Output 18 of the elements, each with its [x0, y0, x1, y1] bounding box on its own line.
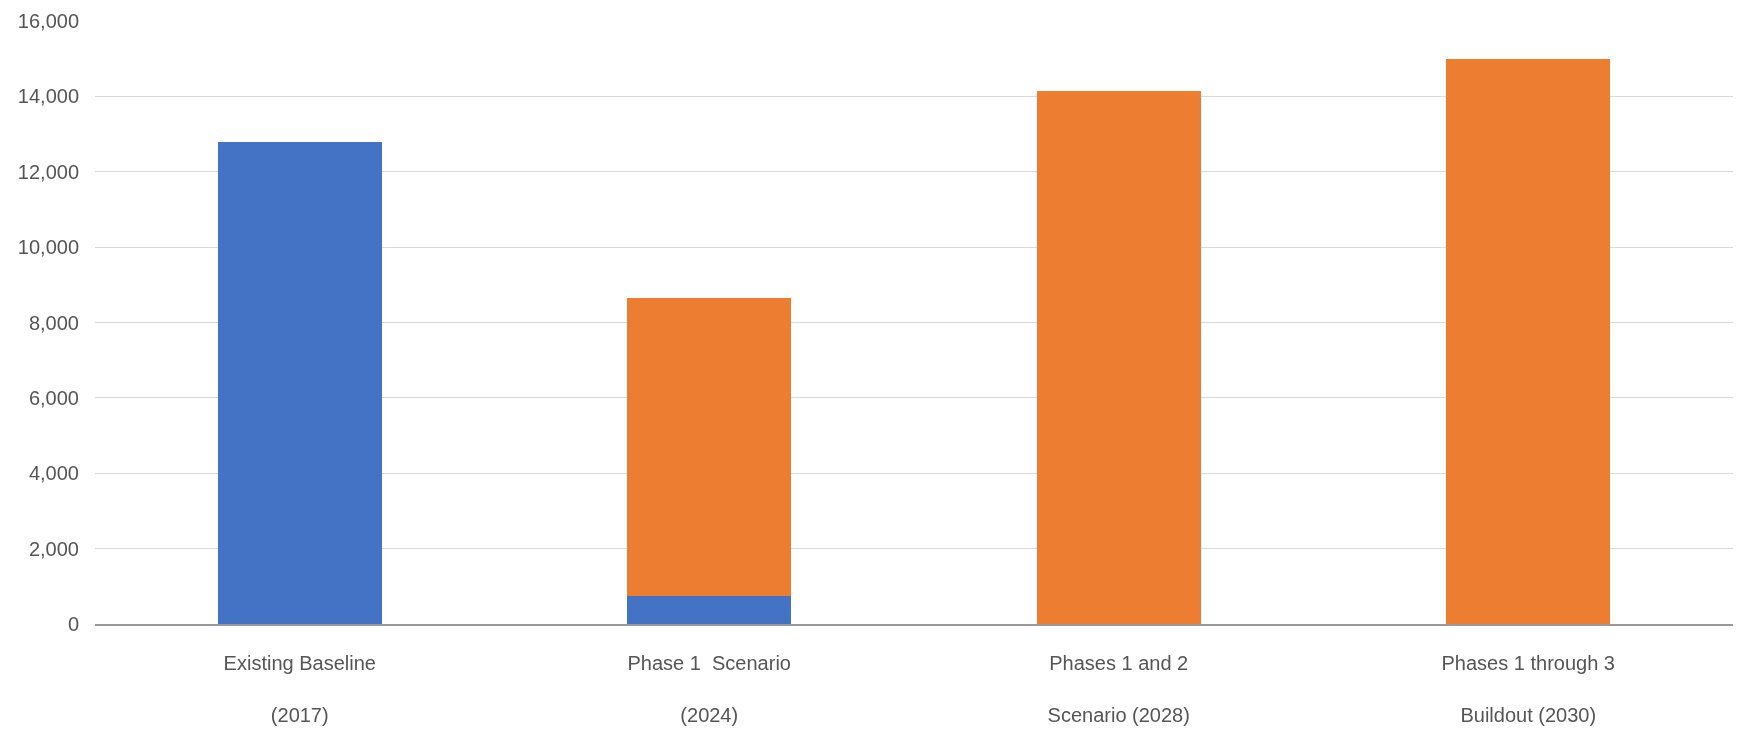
y-tick-label: 4,000: [28, 462, 79, 485]
y-tick-label: 6,000: [28, 386, 79, 409]
category-label: Phases 1 through 3 Buildout (2030): [1441, 652, 1615, 726]
y-tick-label: 14,000: [17, 85, 79, 108]
bar: [1446, 58, 1611, 624]
category-label: Existing Baseline (2017): [223, 652, 376, 726]
category-label: Phase 1 Scenario (2024): [627, 652, 791, 726]
y-tick-label: 2,000: [28, 537, 79, 560]
y-tick-label: 16,000: [17, 10, 79, 32]
bar: [1036, 90, 1201, 624]
y-tick-label: 0: [67, 613, 79, 635]
y-tick-label: 8,000: [28, 311, 79, 334]
y-tick-label: 10,000: [17, 236, 79, 259]
category-label: Phases 1 and 2 Scenario (2028): [1047, 652, 1190, 726]
y-tick-label: 12,000: [17, 160, 79, 183]
bar: [217, 141, 382, 624]
bar: [627, 595, 792, 624]
bar: [627, 298, 792, 596]
